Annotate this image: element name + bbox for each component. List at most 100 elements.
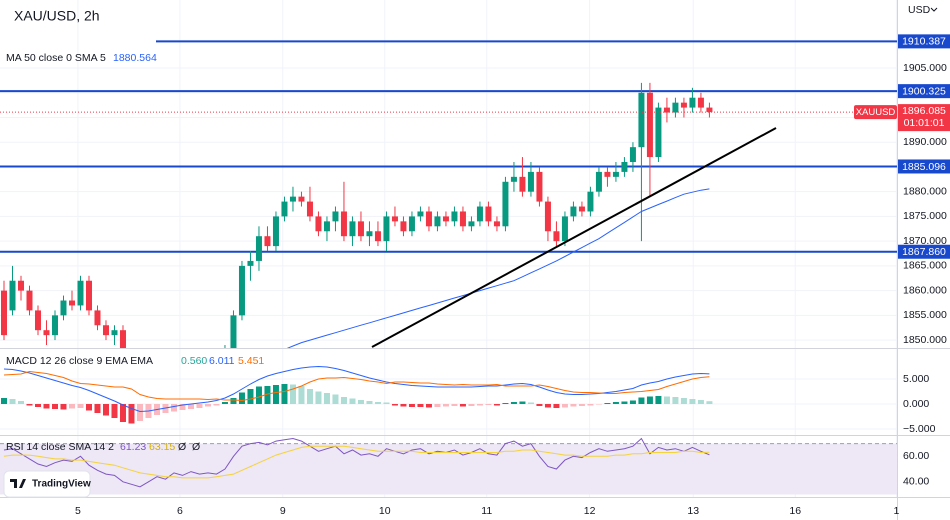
macd-hist-bar [289, 384, 296, 404]
macd-hist-bar [102, 404, 109, 416]
candle-body [357, 221, 364, 237]
macd-hist-bar [468, 404, 475, 406]
candle-body [391, 216, 398, 222]
candle-body [425, 211, 432, 227]
rsi-legend: RSI 14 close SMA 14 2 [6, 441, 114, 453]
candle-body [94, 310, 101, 326]
candle-body [171, 380, 177, 385]
rsi-pane [0, 437, 897, 495]
macd-hist-bar [570, 404, 577, 407]
candle-body [68, 300, 75, 306]
y-tick-label: 1875.000 [903, 210, 947, 222]
macd-hist-bar [255, 386, 262, 404]
macd-hist-bar [544, 404, 551, 408]
candle-body [17, 280, 24, 291]
candle-body [536, 171, 543, 202]
brand-box[interactable] [3, 470, 91, 498]
macd-hist-bar [561, 404, 568, 408]
rsi-legend-value: Ø [192, 441, 200, 453]
y-tick-label: 1905.000 [903, 62, 947, 74]
macd-hist-bar [663, 396, 670, 404]
candle-body [188, 370, 194, 375]
macd-hist-bar [587, 404, 594, 406]
symbol-badge-label: XAUUSD [856, 107, 896, 118]
macd-hist-bar [34, 404, 41, 407]
macd-hist-bar [306, 389, 313, 404]
macd-hist-bar [510, 402, 517, 404]
candle-body [510, 176, 517, 182]
currency-dropdown[interactable] [930, 7, 938, 12]
candle-body [332, 211, 339, 222]
candle-body [629, 147, 636, 163]
x-tick-label: 5 [75, 505, 81, 517]
macd-hist-bar [553, 404, 560, 408]
currency[interactable]: USD [908, 4, 931, 16]
macd-hist-bar [459, 404, 466, 407]
macd-hist-bar [655, 396, 662, 404]
overlay-layer: 1850.000 1855.000 1860.000 1865.000 1870.000… [75, 34, 950, 517]
macd-hist-bar [264, 386, 271, 404]
y-tick-label: −5.000 [903, 423, 936, 435]
candle-body [595, 171, 602, 192]
macd-hist-bar [383, 402, 390, 404]
macd-hist-bar [323, 393, 330, 404]
macd-hist-bar [247, 389, 254, 404]
macd-pane [0, 365, 713, 424]
macd-hist-bar [621, 401, 628, 404]
candle-body [697, 97, 704, 108]
macd-hist-bar [612, 402, 619, 404]
x-tick-label: 1 [893, 505, 899, 517]
level-badge [898, 159, 950, 174]
x-tick-label: 16 [789, 505, 801, 517]
macd-legend-value: 5.451 [238, 355, 264, 367]
candle-body [646, 92, 653, 158]
macd-hist-bar [366, 401, 373, 404]
candle-body [145, 390, 151, 400]
ma-line [286, 188, 710, 348]
y-tick-label: 40.00 [903, 476, 929, 488]
macd-hist-bar [357, 400, 364, 404]
macd-hist-bar [408, 404, 415, 407]
macd-hist-bar [527, 402, 534, 404]
macd-hist-bar [0, 398, 7, 404]
candle-body [493, 221, 500, 227]
rsi-legend-value: Ø [178, 441, 186, 453]
candle-body [561, 216, 568, 242]
macd-hist-bar [51, 404, 58, 409]
candle-body [306, 201, 313, 217]
macd-hist-bar [638, 397, 645, 404]
macd-hist-bar [340, 397, 347, 404]
macd-hist-bar [374, 402, 381, 404]
x-tick-label: 12 [584, 505, 596, 517]
level-badge-label: 1910.387 [902, 36, 946, 48]
y-tick-label: 1855.000 [903, 309, 947, 321]
macd-hist-bar [179, 404, 186, 410]
macd-hist-bar [272, 385, 279, 404]
x-tick-label: 10 [379, 505, 391, 517]
macd-hist-bar [442, 404, 449, 407]
candle-body [162, 380, 168, 390]
macd-hist-bar [476, 404, 483, 406]
candle-body [604, 171, 611, 177]
candle-body [434, 216, 441, 227]
y-tick-label: 1890.000 [903, 136, 947, 148]
candle-body [137, 375, 143, 390]
macd-hist-bar [434, 404, 441, 407]
symbol-badge [854, 105, 897, 120]
macd-hist-bar [111, 404, 118, 418]
macd-hist-bar [230, 398, 237, 404]
candle-body [272, 216, 279, 247]
macd-hist-bar [604, 403, 611, 404]
candle-body [485, 206, 492, 222]
candle-body [570, 206, 577, 217]
candle-body [9, 280, 16, 311]
candle-body [102, 325, 109, 336]
candle-body [459, 211, 466, 227]
candle-body [663, 107, 670, 113]
macd-hist-bar [213, 404, 220, 406]
candle-body [527, 171, 534, 192]
candle-body [60, 300, 67, 316]
candle-body [281, 201, 288, 217]
macd-hist-bar [349, 398, 356, 404]
